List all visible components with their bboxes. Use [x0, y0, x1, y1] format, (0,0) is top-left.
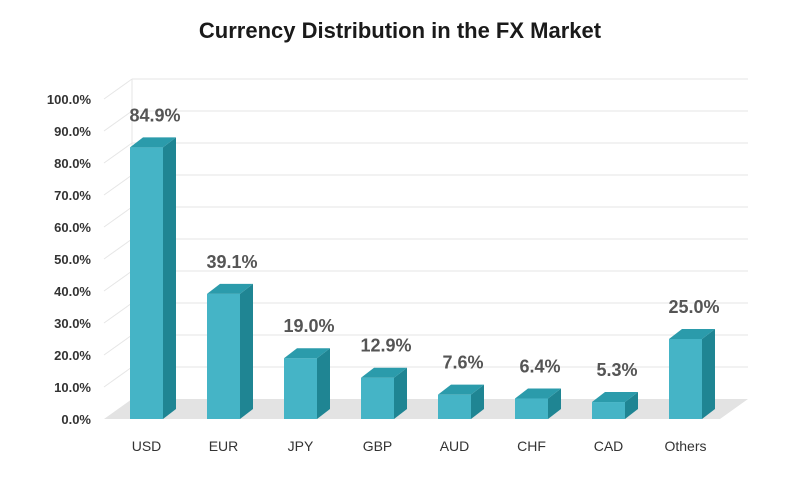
bar-top: [669, 329, 715, 339]
data-label: 39.1%: [206, 252, 257, 272]
gridline-side: [103, 366, 133, 388]
x-category-label: AUD: [440, 438, 470, 454]
bar-side: [240, 283, 253, 419]
bar: [669, 329, 715, 419]
gridline-side: [103, 302, 133, 324]
bar-side: [394, 367, 407, 419]
y-tick-label: 20.0%: [54, 348, 91, 363]
bar-top: [438, 384, 484, 395]
floor-plane: [104, 399, 748, 419]
data-label: 12.9%: [360, 336, 411, 356]
bar-top: [592, 392, 638, 403]
x-category-label: JPY: [288, 438, 314, 454]
grid-lines: [103, 78, 748, 399]
gridline-side: [103, 270, 133, 292]
x-category-label: CHF: [517, 438, 546, 454]
y-tick-label: 70.0%: [54, 188, 91, 203]
gridline-side: [103, 174, 133, 196]
gridline-side: [103, 110, 133, 132]
bar-front: [284, 358, 317, 419]
gridline-side: [103, 78, 133, 100]
x-category-label: EUR: [209, 438, 239, 454]
bar-side: [317, 348, 330, 419]
bar-front: [515, 398, 548, 419]
data-label: 7.6%: [442, 353, 483, 373]
bar-side: [471, 384, 484, 419]
x-axis-categories: USD EUR JPY GBP AUD CHF CAD Others: [132, 438, 707, 454]
bar-side: [625, 392, 638, 419]
data-label: 84.9%: [129, 105, 180, 125]
bars: [130, 137, 715, 419]
bar-front: [438, 394, 471, 419]
bar-top: [361, 367, 407, 378]
data-label: 25.0%: [668, 297, 719, 317]
bar: [130, 137, 176, 419]
y-tick-label: 50.0%: [54, 252, 91, 267]
bar-side: [548, 388, 561, 419]
data-label: 19.0%: [283, 316, 334, 336]
y-tick-label: 80.0%: [54, 156, 91, 171]
bar: [207, 283, 253, 419]
x-category-label: USD: [132, 438, 162, 454]
y-tick-label: 90.0%: [54, 124, 91, 139]
y-axis-ticks: 0.0% 10.0% 20.0% 30.0% 40.0% 50.0% 60.0% 70.0% 8…: [47, 92, 92, 427]
bar: [361, 367, 407, 419]
y-tick-label: 60.0%: [54, 220, 91, 235]
bar-front: [361, 377, 394, 419]
x-category-label: Others: [664, 438, 706, 454]
y-tick-label: 0.0%: [61, 412, 91, 427]
y-tick-label: 40.0%: [54, 284, 91, 299]
bar: [515, 388, 561, 419]
bar-top: [284, 348, 330, 359]
bar-top: [515, 388, 561, 399]
data-labels: 84.9% 39.1% 19.0% 12.9% 7.6% 6.4% 5.3% 25.0%: [129, 105, 719, 380]
y-tick-label: 10.0%: [54, 380, 91, 395]
bar-side: [702, 329, 715, 419]
bar-front: [592, 402, 625, 419]
x-category-label: CAD: [594, 438, 624, 454]
gridline-side: [103, 238, 133, 260]
y-tick-label: 100.0%: [47, 92, 92, 107]
chart-floor: [104, 399, 748, 419]
bar-side: [163, 137, 176, 419]
gridline-side: [103, 206, 133, 228]
bar-top: [207, 283, 253, 294]
data-label: 6.4%: [519, 357, 560, 377]
gridline-side: [103, 142, 133, 164]
bar-front: [669, 339, 702, 419]
bar: [284, 348, 330, 419]
x-category-label: GBP: [363, 438, 393, 454]
bar-top: [130, 137, 176, 148]
gridline-side: [103, 334, 133, 356]
chart-title: Currency Distribution in the FX Market: [198, 18, 602, 43]
bar: [438, 384, 484, 419]
bar: [592, 392, 638, 419]
y-tick-label: 30.0%: [54, 316, 91, 331]
bar-front: [207, 293, 240, 419]
data-label: 5.3%: [596, 360, 637, 380]
bar-front: [130, 147, 163, 419]
